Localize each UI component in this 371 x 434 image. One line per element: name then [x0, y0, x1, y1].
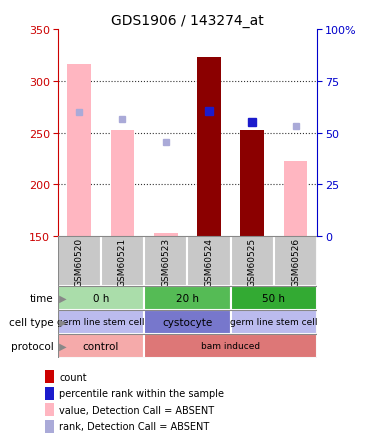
Text: ▶: ▶ [56, 293, 66, 303]
Text: control: control [83, 341, 119, 351]
Bar [45, 403, 54, 416]
Title: GDS1906 / 143274_at: GDS1906 / 143274_at [111, 14, 264, 28]
Text: 0 h: 0 h [93, 293, 109, 303]
Text: ▶: ▶ [56, 341, 66, 351]
Bar [144, 237, 187, 286]
Bar [231, 286, 317, 310]
Bar [144, 286, 231, 310]
Bar [58, 237, 101, 286]
Bar [58, 334, 144, 358]
Bar [45, 420, 54, 433]
Text: GSM60525: GSM60525 [248, 237, 257, 286]
Bar [45, 370, 54, 383]
Text: percentile rank within the sample: percentile rank within the sample [59, 388, 224, 398]
Text: 20 h: 20 h [176, 293, 199, 303]
Bar [144, 334, 317, 358]
Bar [197, 58, 221, 237]
Text: germ line stem cell: germ line stem cell [230, 318, 318, 327]
Bar [274, 237, 317, 286]
Text: GSM60526: GSM60526 [291, 237, 300, 286]
Text: time: time [30, 293, 54, 303]
Text: cell type: cell type [9, 317, 54, 327]
Bar [45, 387, 54, 400]
Bar [231, 310, 317, 334]
Bar [187, 237, 231, 286]
Text: ▶: ▶ [56, 317, 66, 327]
Text: protocol: protocol [11, 341, 54, 351]
Bar [67, 64, 91, 237]
Bar [101, 237, 144, 286]
Text: rank, Detection Call = ABSENT: rank, Detection Call = ABSENT [59, 421, 210, 431]
Bar [154, 233, 178, 237]
Text: GSM60520: GSM60520 [75, 237, 83, 286]
Text: count: count [59, 372, 87, 381]
Text: GSM60521: GSM60521 [118, 237, 127, 286]
Bar [144, 310, 231, 334]
Text: GSM60523: GSM60523 [161, 237, 170, 286]
Text: value, Detection Call = ABSENT: value, Detection Call = ABSENT [59, 404, 214, 414]
Text: 50 h: 50 h [262, 293, 285, 303]
Bar [58, 286, 144, 310]
Bar [111, 130, 134, 237]
Bar [231, 237, 274, 286]
Bar [284, 161, 308, 237]
Text: germ line stem cell: germ line stem cell [57, 318, 145, 327]
Bar [240, 130, 264, 237]
Bar [58, 310, 144, 334]
Text: cystocyte: cystocyte [162, 317, 213, 327]
Text: bam induced: bam induced [201, 342, 260, 351]
Text: GSM60524: GSM60524 [204, 237, 213, 286]
